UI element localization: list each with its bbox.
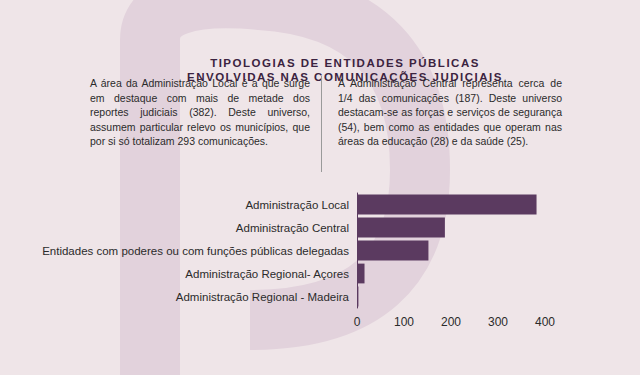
svg-text:200: 200 [441, 315, 461, 329]
svg-text:Entidades com poderes ou com f: Entidades com poderes ou com funções púb… [42, 245, 349, 257]
html-text:TIPOLOGIAS DE ENTIDADES PÚBLIC: TIPOLOGIAS DE ENTIDADES PÚBLICAS ENVOLVI… [187, 57, 503, 83]
svg-text:Administração Regional- Açores: Administração Regional- Açores [185, 268, 349, 280]
svg-text:0: 0 [354, 315, 361, 329]
html-text:A área da Administração Local: A área da Administração Local é a que su… [90, 77, 310, 147]
svg-text:Administração Central: Administração Central [236, 222, 349, 234]
svg-text:Administração Local: Administração Local [245, 199, 349, 211]
html-text:A Administração Central repres: A Administração Central representa cerca… [338, 77, 562, 147]
svg-text:100: 100 [394, 315, 414, 329]
svg-text:300: 300 [488, 315, 508, 329]
svg-text:400: 400 [535, 315, 555, 329]
svg-text:Administração Regional - Madei: Administração Regional - Madeira [176, 291, 350, 303]
